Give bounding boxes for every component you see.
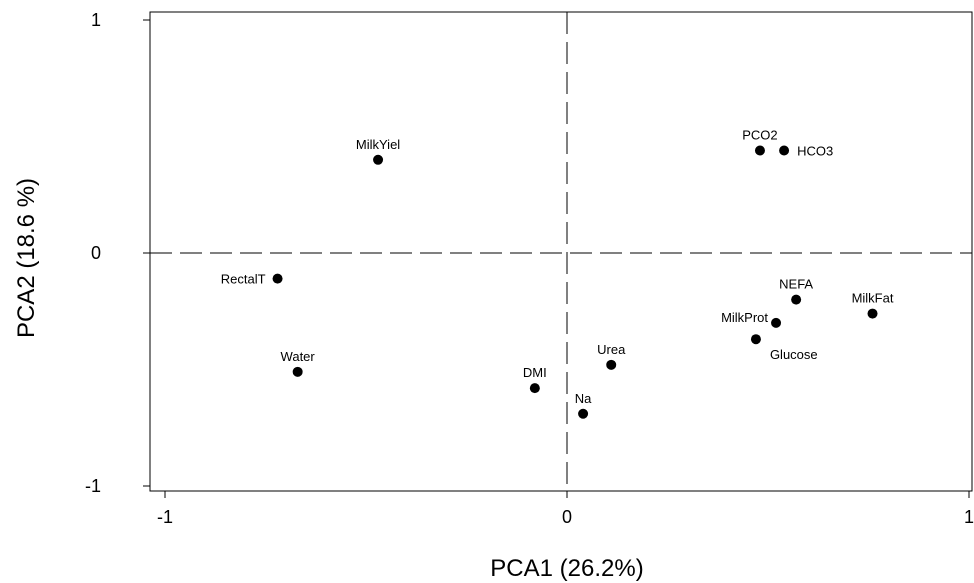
point-label: Urea	[597, 342, 626, 357]
point-label: NEFA	[779, 277, 813, 292]
point-label: Na	[575, 391, 592, 406]
x-axis-title: PCA1 (26.2%)	[490, 555, 643, 582]
data-point	[771, 317, 782, 328]
reference-lines	[150, 12, 972, 491]
data-point	[272, 273, 283, 284]
x-tick-label: -1	[157, 507, 173, 527]
data-point	[606, 359, 617, 370]
data-points: MilkYiel PCO2 HCO3 RectalT Water NEFA MilkFat M…	[221, 127, 894, 419]
data-point	[779, 145, 790, 156]
x-tick-label: 0	[562, 507, 572, 527]
plot-frame	[149, 11, 973, 492]
data-point	[754, 145, 765, 156]
point-label: MilkProt	[721, 310, 768, 325]
x-axis: -1 0 1	[157, 491, 974, 527]
data-point	[529, 383, 540, 394]
point-label: RectalT	[221, 272, 266, 287]
y-tick-label: -1	[85, 476, 101, 496]
data-point	[750, 334, 761, 345]
point-label: Glucose	[770, 347, 818, 362]
point-label: PCO2	[742, 127, 777, 142]
point-label: HCO3	[797, 143, 833, 158]
data-point	[867, 308, 878, 319]
y-axis-title: PCA2 (18.6 %)	[13, 178, 40, 338]
y-tick-label: 0	[91, 243, 101, 263]
point-label: DMI	[523, 365, 547, 380]
data-point	[292, 366, 303, 377]
point-label: Water	[281, 349, 316, 364]
x-tick-label: 1	[964, 507, 974, 527]
data-point	[791, 294, 802, 305]
point-label: MilkFat	[852, 291, 894, 306]
point-label: MilkYiel	[356, 137, 400, 152]
data-point	[578, 408, 589, 419]
y-tick-label: 1	[91, 10, 101, 30]
y-axis: -1 0 1	[85, 10, 150, 496]
data-point	[373, 154, 384, 165]
